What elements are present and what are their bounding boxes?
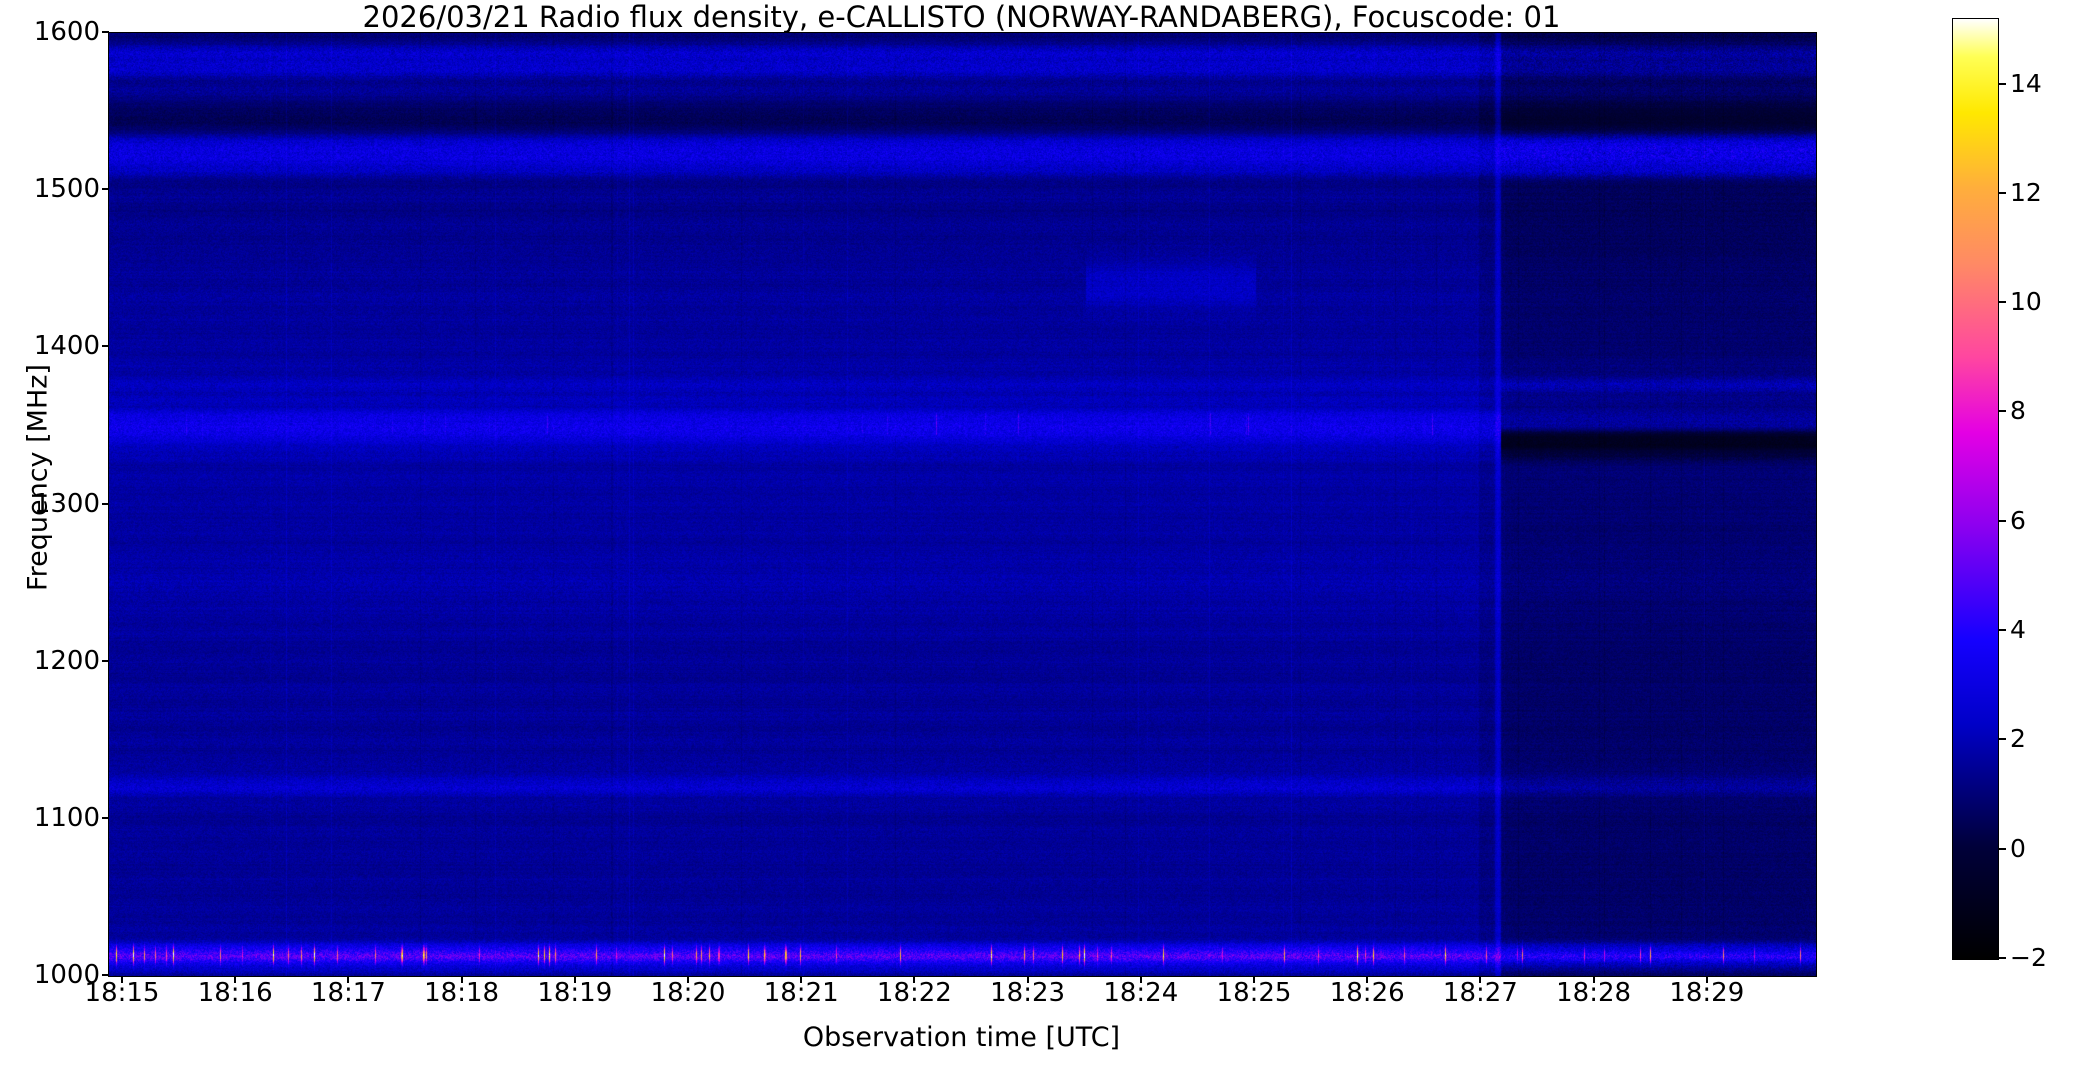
- colorbar-tick-mark: [1999, 301, 2006, 304]
- colorbar-tick-mark: [1999, 82, 2006, 85]
- colorbar-tick-mark: [1999, 519, 2006, 522]
- colorbar-tick-mark: [1999, 738, 2006, 741]
- y-tick-label: 1100: [33, 802, 100, 833]
- colorbar: [1952, 18, 1999, 960]
- x-tick-label: 18:16: [197, 978, 273, 1008]
- x-tick-label: 18:19: [537, 978, 613, 1008]
- y-tick-mark: [102, 188, 109, 191]
- y-tick-mark: [102, 345, 109, 348]
- x-tick-label: 18:24: [1103, 978, 1179, 1008]
- page-title: 2026/03/21 Radio flux density, e-CALLIST…: [362, 0, 1561, 34]
- colorbar-tick-mark: [1999, 629, 2006, 632]
- x-tick-label: 18:23: [990, 978, 1066, 1008]
- y-tick-label: 1200: [33, 645, 100, 676]
- x-tick-label: 18:18: [424, 978, 500, 1008]
- x-tick-label: 18:20: [650, 978, 726, 1008]
- y-tick-mark: [102, 816, 109, 819]
- colorbar-tick-label: 2: [2010, 724, 2026, 754]
- colorbar-tick-label: 0: [2010, 833, 2026, 863]
- y-tick-mark: [102, 502, 109, 505]
- x-tick-mark: [800, 976, 803, 983]
- x-axis-label: Observation time [UTC]: [802, 1022, 1121, 1053]
- colorbar-tick-label: 4: [2010, 615, 2026, 645]
- x-tick-label: 18:21: [763, 978, 839, 1008]
- colorbar-tick-label: 6: [2010, 505, 2026, 535]
- x-tick-mark: [1705, 976, 1708, 983]
- x-tick-label: 18:25: [1216, 978, 1292, 1008]
- x-tick-label: 18:15: [84, 978, 160, 1008]
- x-tick-mark: [687, 976, 689, 983]
- x-tick-mark: [1253, 976, 1255, 983]
- spectrogram-plot-area: [108, 32, 1817, 977]
- spectrogram-image: [109, 33, 1816, 976]
- colorbar-tick-mark: [1999, 410, 2006, 413]
- y-tick-label: 1000: [33, 960, 100, 990]
- y-tick-mark: [102, 659, 109, 662]
- x-tick-mark: [1592, 976, 1595, 983]
- x-tick-mark: [460, 976, 463, 983]
- colorbar-tick-mark: [1999, 847, 2006, 850]
- x-tick-mark: [347, 976, 350, 983]
- y-tick-label: 1300: [33, 488, 100, 519]
- x-tick-label: 18:28: [1556, 978, 1632, 1008]
- x-tick-label: 18:22: [876, 978, 952, 1008]
- x-tick-mark: [121, 976, 123, 983]
- x-tick-label: 18:26: [1329, 978, 1405, 1008]
- x-tick-mark: [1366, 976, 1369, 983]
- y-tick-label: 1600: [33, 17, 100, 47]
- x-tick-label: 18:27: [1442, 978, 1518, 1008]
- colorbar-gradient: [1953, 19, 1998, 959]
- colorbar-tick-label: 14: [2010, 68, 2042, 98]
- x-tick-mark: [234, 976, 237, 983]
- colorbar-tick-label: 8: [2010, 396, 2026, 426]
- x-tick-mark: [1479, 976, 1482, 983]
- x-tick-mark: [1139, 976, 1142, 983]
- x-tick-mark: [573, 976, 576, 983]
- x-tick-mark: [913, 976, 916, 983]
- colorbar-tick-mark: [1999, 191, 2006, 194]
- x-tick-mark: [1026, 976, 1029, 983]
- y-tick-mark: [102, 31, 109, 33]
- x-tick-label: 18:17: [310, 978, 386, 1008]
- y-axis-label: Frequency [MHz]: [22, 364, 54, 591]
- y-tick-mark: [102, 974, 109, 976]
- colorbar-tick-label: 10: [2010, 287, 2042, 317]
- y-tick-label: 1500: [33, 174, 100, 205]
- colorbar-tick-mark: [1999, 957, 2006, 959]
- colorbar-tick-label: 12: [2010, 177, 2042, 207]
- y-tick-label: 1400: [33, 331, 100, 362]
- x-tick-label: 18:29: [1669, 978, 1745, 1008]
- colorbar-tick-label: −2: [2010, 943, 2047, 972]
